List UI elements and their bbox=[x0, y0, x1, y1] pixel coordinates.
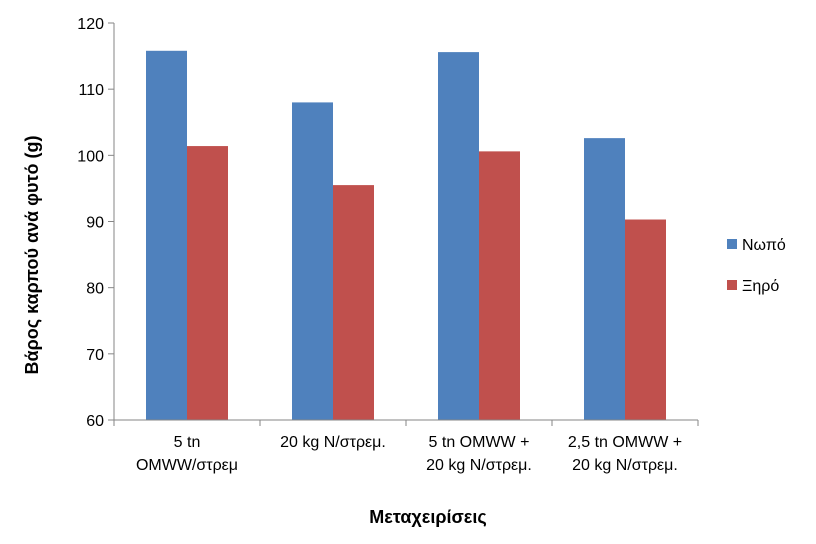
bar-dry-1 bbox=[187, 146, 228, 420]
bars-group bbox=[146, 50, 666, 421]
legend-swatch-dry bbox=[727, 280, 737, 290]
y-tick-label: 110 bbox=[78, 82, 104, 99]
x-category-label: 5 tn OMWW + bbox=[429, 434, 530, 451]
bar-dry-4 bbox=[625, 219, 666, 420]
x-category-label: 5 tn bbox=[174, 434, 201, 451]
legend: Νωπό Ξηρό bbox=[727, 237, 786, 295]
x-category-label: 20 kg N/στρεμ. bbox=[572, 457, 678, 474]
y-tick-label: 70 bbox=[86, 347, 104, 364]
bar-dry-3 bbox=[479, 151, 520, 420]
y-tick-label: 80 bbox=[86, 281, 104, 298]
y-axis-title: Βάρος καρπού ανά φυτό (g) bbox=[22, 136, 42, 375]
legend-label-fresh: Νωπό bbox=[742, 237, 786, 254]
legend-swatch-fresh bbox=[727, 239, 737, 249]
x-axis: 5 tn OMWW/στρεμ 20 kg N/στρεμ. 5 tn OMWW + 2… bbox=[113, 419, 699, 474]
bar-fresh-3 bbox=[438, 52, 479, 420]
x-category-label: 20 kg N/στρεμ. bbox=[426, 457, 532, 474]
legend-label-dry: Ξηρό bbox=[742, 278, 779, 295]
y-tick-label: 100 bbox=[77, 148, 104, 165]
x-category-label: 2,5 tn OMWW + bbox=[568, 434, 682, 451]
bar-dry-2 bbox=[333, 185, 374, 420]
y-tick-label: 90 bbox=[86, 215, 104, 232]
x-category-label: OMWW/στρεμ bbox=[136, 457, 238, 474]
y-axis: 60 70 80 90 100 110 120 bbox=[77, 16, 115, 430]
x-category-label: 20 kg N/στρεμ. bbox=[280, 434, 386, 451]
y-tick-label: 120 bbox=[77, 16, 104, 33]
bar-fresh-4 bbox=[584, 138, 625, 420]
y-tick-label: 60 bbox=[86, 413, 104, 430]
bar-fresh-1 bbox=[146, 50, 187, 420]
bar-fresh-2 bbox=[292, 102, 333, 421]
x-axis-title: Μεταχειρίσεις bbox=[369, 507, 486, 527]
